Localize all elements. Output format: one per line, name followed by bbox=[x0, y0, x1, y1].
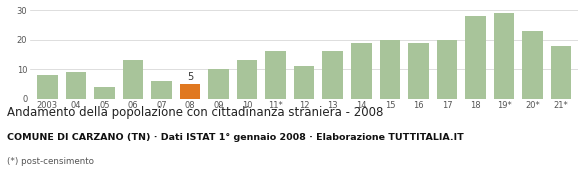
Bar bbox=[151, 81, 172, 99]
Bar bbox=[208, 69, 229, 99]
Text: COMUNE DI CARZANO (TN) · Dati ISTAT 1° gennaio 2008 · Elaborazione TUTTITALIA.IT: COMUNE DI CARZANO (TN) · Dati ISTAT 1° g… bbox=[7, 133, 464, 142]
Text: (*) post-censimento: (*) post-censimento bbox=[7, 157, 94, 166]
Bar bbox=[294, 66, 314, 99]
Bar bbox=[322, 51, 343, 99]
Bar bbox=[180, 84, 200, 99]
Bar bbox=[122, 60, 143, 99]
Text: Andamento della popolazione con cittadinanza straniera - 2008: Andamento della popolazione con cittadin… bbox=[7, 106, 383, 119]
Bar bbox=[94, 87, 115, 99]
Bar bbox=[37, 75, 57, 99]
Bar bbox=[66, 72, 86, 99]
Bar bbox=[465, 16, 486, 99]
Bar bbox=[237, 60, 258, 99]
Bar bbox=[523, 31, 543, 99]
Bar bbox=[351, 42, 372, 99]
Bar bbox=[266, 51, 286, 99]
Bar bbox=[408, 42, 429, 99]
Text: 5: 5 bbox=[187, 72, 193, 82]
Bar bbox=[437, 40, 457, 99]
Bar bbox=[379, 40, 400, 99]
Bar bbox=[494, 13, 514, 99]
Bar bbox=[551, 46, 571, 99]
